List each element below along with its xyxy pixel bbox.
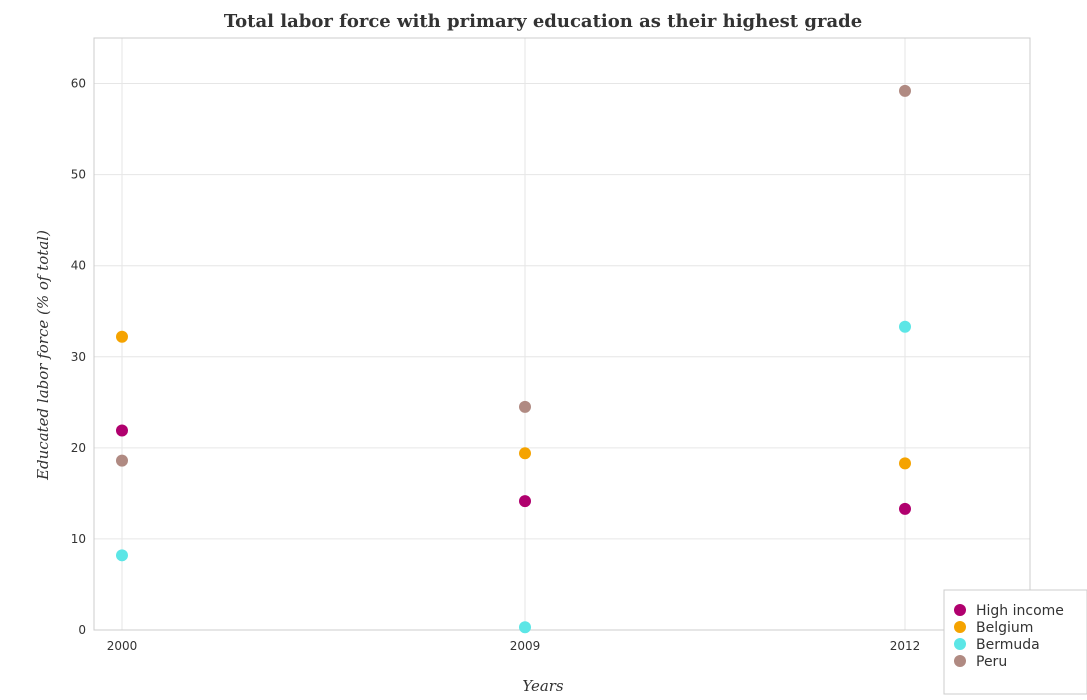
data-point-bermuda xyxy=(116,549,128,561)
legend-marker xyxy=(954,604,966,616)
y-axis-label: Educated labor force (% of total) xyxy=(34,230,52,481)
data-point-peru xyxy=(116,455,128,467)
chart-title: Total labor force with primary education… xyxy=(224,11,862,32)
data-point-belgium xyxy=(899,457,911,469)
data-point-high-income xyxy=(899,503,911,515)
x-tick-label: 2009 xyxy=(510,639,541,653)
y-tick-label: 60 xyxy=(71,77,86,91)
data-point-belgium xyxy=(116,331,128,343)
data-point-high-income xyxy=(116,425,128,437)
data-point-bermuda xyxy=(519,621,531,633)
legend-label: High income xyxy=(976,603,1064,619)
legend-marker xyxy=(954,638,966,650)
legend-label: Bermuda xyxy=(976,637,1040,653)
y-tick-label: 0 xyxy=(78,623,86,637)
legend-marker xyxy=(954,655,966,667)
grid xyxy=(94,38,1030,630)
data-point-peru xyxy=(519,401,531,413)
y-tick-label: 30 xyxy=(71,350,86,364)
legend-marker xyxy=(954,621,966,633)
legend-label: Belgium xyxy=(976,620,1033,636)
plot-border xyxy=(94,38,1030,630)
x-tick-label: 2000 xyxy=(107,639,138,653)
y-tick-label: 40 xyxy=(71,259,86,273)
y-tick-label: 20 xyxy=(71,441,86,455)
data-points xyxy=(116,85,911,633)
data-point-belgium xyxy=(519,447,531,459)
axes: 0 10 20 30 40 50 60 2000 2009 2012 xyxy=(71,38,1030,653)
legend-label: Peru xyxy=(976,654,1007,670)
y-tick-label: 10 xyxy=(71,532,86,546)
y-tick-label: 50 xyxy=(71,168,86,182)
data-point-peru xyxy=(899,85,911,97)
x-axis-label: Years xyxy=(522,677,564,695)
x-tick-label: 2012 xyxy=(890,639,921,653)
data-point-bermuda xyxy=(899,321,911,333)
data-point-high-income xyxy=(519,495,531,507)
